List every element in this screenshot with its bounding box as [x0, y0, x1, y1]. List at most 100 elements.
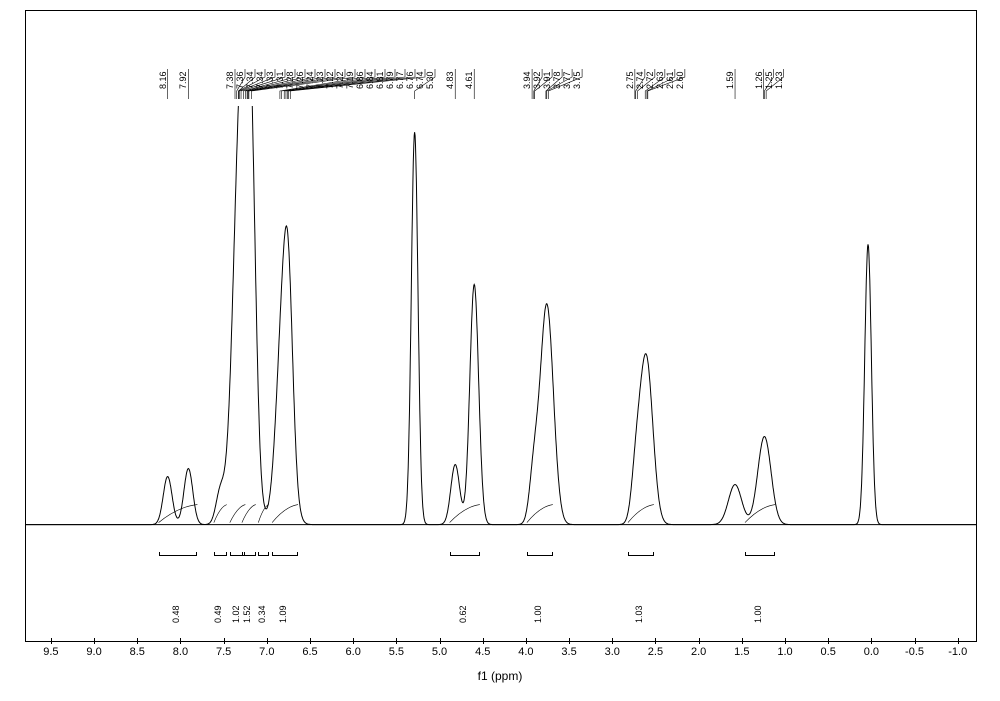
peak-label: 7.19 [345, 71, 355, 89]
x-axis: 9.5 9.0 8.5 8.0 7.5 7.0 6.5 6.0 5.5 5.0 4.5 4.0 3.5 3… [25, 638, 975, 663]
integration-value: 0.34 [257, 605, 267, 623]
peak-label: 6.86 [355, 71, 365, 89]
x-tick-label: 5.0 [432, 646, 447, 658]
integration-value: 1.03 [634, 605, 644, 623]
nmr-figure: 8.167.927.387.367.347.347.337.317.287.26… [0, 0, 1000, 701]
x-tick-mark [267, 638, 268, 644]
peak-label: 3.92 [532, 71, 542, 89]
peak-label: 2.60 [675, 71, 685, 89]
x-tick-label: 8.5 [130, 646, 145, 658]
integration-bracket [450, 555, 480, 560]
peak-label: 7.31 [275, 71, 285, 89]
peak-label-row: 8.167.927.387.367.347.347.337.317.287.26… [26, 19, 976, 89]
peak-label: 6.84 [365, 71, 375, 89]
x-tick-mark [785, 638, 786, 644]
peak-label: 7.26 [295, 71, 305, 89]
x-tick-mark [871, 638, 872, 644]
x-tick-mark [353, 638, 354, 644]
integration-value: 1.00 [753, 605, 763, 623]
x-tick-label: 0.0 [864, 646, 879, 658]
peak-label: 5.30 [425, 71, 435, 89]
peak-label: 7.34 [255, 71, 265, 89]
x-tick-mark [569, 638, 570, 644]
integration-bracket [745, 555, 775, 560]
x-tick-mark [958, 638, 959, 644]
peak-label: 1.25 [764, 71, 774, 89]
integration-bracket [272, 555, 298, 560]
integration-value: 1.52 [242, 605, 252, 623]
x-tick-label: -1.0 [948, 646, 967, 658]
peak-label: 4.83 [445, 71, 455, 89]
x-tick-label: 8.0 [173, 646, 188, 658]
peak-label: 7.36 [235, 71, 245, 89]
x-tick-label: 0.5 [821, 646, 836, 658]
integration-value: 0.48 [171, 605, 181, 623]
integration-value: 1.02 [231, 605, 241, 623]
x-tick-mark [612, 638, 613, 644]
x-tick-mark [396, 638, 397, 644]
integration-row: 0.480.491.021.520.341.090.621.001.031.00 [26, 563, 976, 623]
integration-bracket [258, 555, 268, 560]
peak-label: 1.59 [725, 71, 735, 89]
x-tick-label: 4.5 [475, 646, 490, 658]
peak-label: 2.63 [655, 71, 665, 89]
integration-value: 1.09 [278, 605, 288, 623]
peak-label: 4.61 [464, 71, 474, 89]
peak-label: 7.92 [178, 71, 188, 89]
x-tick-mark [310, 638, 311, 644]
x-tick-mark [224, 638, 225, 644]
x-tick-label: 9.0 [86, 646, 101, 658]
peak-label: 7.22 [325, 71, 335, 89]
x-tick-label: 3.0 [605, 646, 620, 658]
x-tick-mark [828, 638, 829, 644]
peak-label: 2.75 [625, 71, 635, 89]
x-tick-mark [742, 638, 743, 644]
peak-label: 2.72 [645, 71, 655, 89]
x-tick-label: 2.5 [648, 646, 663, 658]
peak-label: 3.94 [522, 71, 532, 89]
x-tick-label: 2.0 [691, 646, 706, 658]
x-tick-mark [440, 638, 441, 644]
plot-area: 8.167.927.387.367.347.347.337.317.287.26… [25, 10, 977, 642]
peak-label: 2.74 [635, 71, 645, 89]
peak-label: 3.75 [572, 71, 582, 89]
x-tick-label: 9.5 [43, 646, 58, 658]
peak-label: 6.76 [405, 71, 415, 89]
x-tick-label: 6.0 [346, 646, 361, 658]
peak-label: 2.61 [665, 71, 675, 89]
peak-label: 1.23 [774, 71, 784, 89]
x-tick-mark [180, 638, 181, 644]
x-tick-label: 5.5 [389, 646, 404, 658]
x-tick-label: -0.5 [905, 646, 924, 658]
integration-value: 0.49 [213, 605, 223, 623]
peak-label: 6.74 [415, 71, 425, 89]
x-tick-label: 1.5 [734, 646, 749, 658]
x-tick-mark [655, 638, 656, 644]
x-tick-label: 4.0 [518, 646, 533, 658]
x-tick-label: 6.5 [302, 646, 317, 658]
x-axis-label: f1 (ppm) [478, 669, 523, 683]
peak-label: 7.23 [315, 71, 325, 89]
peak-label: 7.34 [245, 71, 255, 89]
peak-label: 1.26 [754, 71, 764, 89]
peak-label: 6.79 [385, 71, 395, 89]
x-tick-mark [915, 638, 916, 644]
peak-label: 7.33 [265, 71, 275, 89]
peak-label: 7.38 [225, 71, 235, 89]
x-tick-mark [699, 638, 700, 644]
spectrum-svg [26, 106, 976, 561]
x-tick-label: 7.0 [259, 646, 274, 658]
integration-bracket [242, 555, 256, 560]
x-tick-mark [94, 638, 95, 644]
peak-label: 6.77 [395, 71, 405, 89]
integration-bracket [214, 555, 227, 560]
x-tick-mark [526, 638, 527, 644]
x-tick-label: 7.5 [216, 646, 231, 658]
x-tick-mark [51, 638, 52, 644]
peak-label: 7.22 [335, 71, 345, 89]
x-tick-label: 3.5 [561, 646, 576, 658]
integration-value: 1.00 [533, 605, 543, 623]
peak-label: 7.28 [285, 71, 295, 89]
x-tick-mark [483, 638, 484, 644]
x-tick-mark [137, 638, 138, 644]
